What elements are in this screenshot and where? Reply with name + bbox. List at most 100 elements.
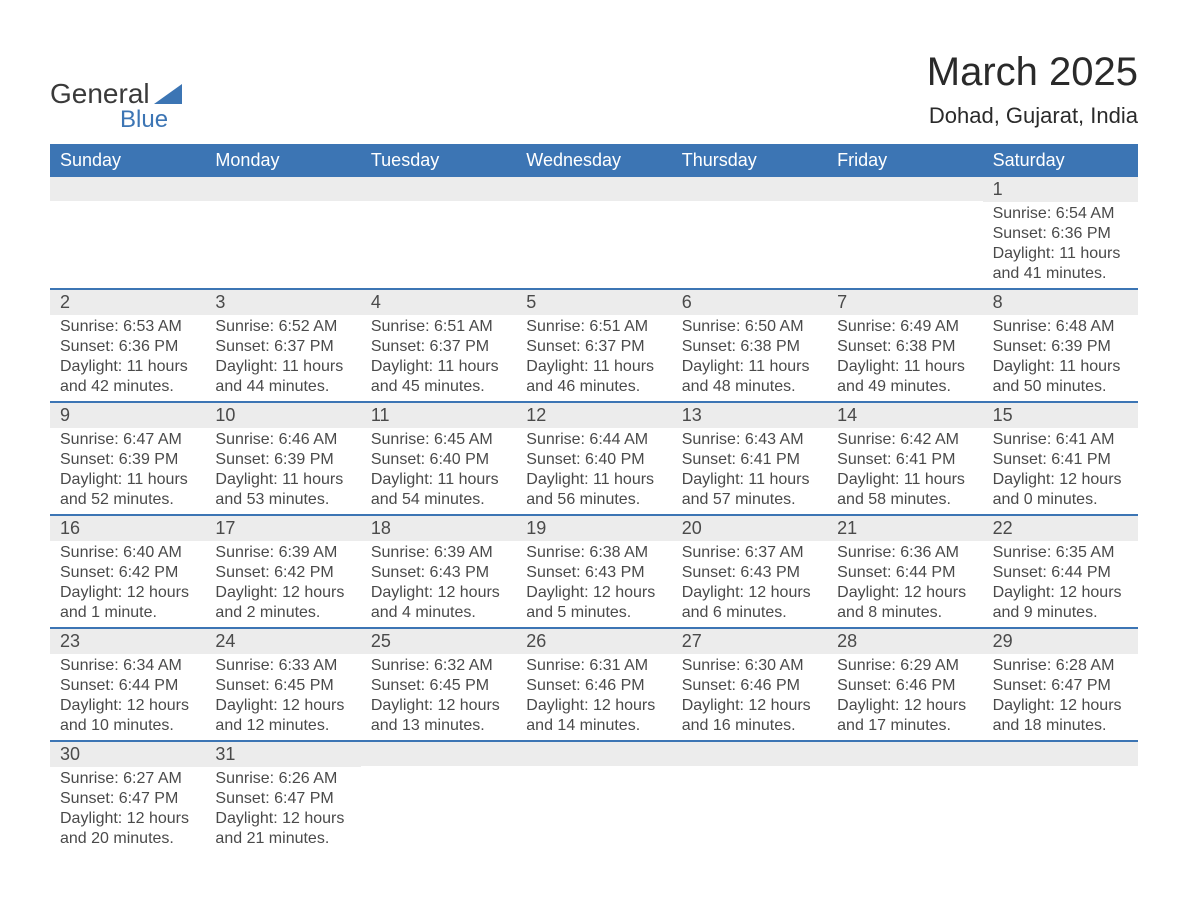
daylight-text: Daylight: 11 hours and 44 minutes. (215, 357, 350, 397)
daylight-text: Daylight: 11 hours and 50 minutes. (993, 357, 1128, 397)
daylight-text: Daylight: 12 hours and 12 minutes. (215, 696, 350, 736)
day-number (516, 742, 671, 766)
sunrise-text: Sunrise: 6:54 AM (993, 204, 1128, 224)
sunrise-text: Sunrise: 6:34 AM (60, 656, 195, 676)
day-number: 14 (827, 403, 982, 428)
day-cell: 10Sunrise: 6:46 AMSunset: 6:39 PMDayligh… (205, 403, 360, 514)
day-number: 31 (205, 742, 360, 767)
sunset-text: Sunset: 6:36 PM (993, 224, 1128, 244)
sunset-text: Sunset: 6:44 PM (60, 676, 195, 696)
sunset-text: Sunset: 6:47 PM (60, 789, 195, 809)
day-detail: Sunrise: 6:46 AMSunset: 6:39 PMDaylight:… (205, 428, 360, 514)
sunrise-text: Sunrise: 6:51 AM (526, 317, 661, 337)
sunset-text: Sunset: 6:46 PM (837, 676, 972, 696)
sunrise-text: Sunrise: 6:35 AM (993, 543, 1128, 563)
sunrise-text: Sunrise: 6:49 AM (837, 317, 972, 337)
daylight-text: Daylight: 12 hours and 5 minutes. (526, 583, 661, 623)
daylight-text: Daylight: 11 hours and 49 minutes. (837, 357, 972, 397)
day-number (50, 177, 205, 201)
daylight-text: Daylight: 11 hours and 46 minutes. (526, 357, 661, 397)
day-detail (361, 766, 516, 772)
day-number: 18 (361, 516, 516, 541)
day-number: 4 (361, 290, 516, 315)
day-number (205, 177, 360, 201)
daylight-text: Daylight: 12 hours and 21 minutes. (215, 809, 350, 849)
day-number: 7 (827, 290, 982, 315)
day-number: 28 (827, 629, 982, 654)
day-detail: Sunrise: 6:45 AMSunset: 6:40 PMDaylight:… (361, 428, 516, 514)
day-cell (672, 742, 827, 853)
weekday-sunday: Sunday (50, 144, 205, 177)
day-number: 6 (672, 290, 827, 315)
day-detail: Sunrise: 6:38 AMSunset: 6:43 PMDaylight:… (516, 541, 671, 627)
weeks-container: 1Sunrise: 6:54 AMSunset: 6:36 PMDaylight… (50, 177, 1138, 853)
sunrise-text: Sunrise: 6:28 AM (993, 656, 1128, 676)
day-detail: Sunrise: 6:41 AMSunset: 6:41 PMDaylight:… (983, 428, 1138, 514)
day-number: 20 (672, 516, 827, 541)
day-cell: 30Sunrise: 6:27 AMSunset: 6:47 PMDayligh… (50, 742, 205, 853)
day-detail: Sunrise: 6:28 AMSunset: 6:47 PMDaylight:… (983, 654, 1138, 740)
day-cell: 18Sunrise: 6:39 AMSunset: 6:43 PMDayligh… (361, 516, 516, 627)
day-cell: 24Sunrise: 6:33 AMSunset: 6:45 PMDayligh… (205, 629, 360, 740)
day-cell: 31Sunrise: 6:26 AMSunset: 6:47 PMDayligh… (205, 742, 360, 853)
day-cell: 15Sunrise: 6:41 AMSunset: 6:41 PMDayligh… (983, 403, 1138, 514)
day-cell: 8Sunrise: 6:48 AMSunset: 6:39 PMDaylight… (983, 290, 1138, 401)
daylight-text: Daylight: 12 hours and 10 minutes. (60, 696, 195, 736)
weekday-tuesday: Tuesday (361, 144, 516, 177)
sunrise-text: Sunrise: 6:42 AM (837, 430, 972, 450)
day-number: 15 (983, 403, 1138, 428)
sunrise-text: Sunrise: 6:27 AM (60, 769, 195, 789)
sunset-text: Sunset: 6:45 PM (215, 676, 350, 696)
day-cell: 25Sunrise: 6:32 AMSunset: 6:45 PMDayligh… (361, 629, 516, 740)
day-detail: Sunrise: 6:40 AMSunset: 6:42 PMDaylight:… (50, 541, 205, 627)
sunrise-text: Sunrise: 6:29 AM (837, 656, 972, 676)
daylight-text: Daylight: 12 hours and 6 minutes. (682, 583, 817, 623)
daylight-text: Daylight: 12 hours and 9 minutes. (993, 583, 1128, 623)
day-detail (516, 201, 671, 207)
day-number: 24 (205, 629, 360, 654)
page-subtitle: Dohad, Gujarat, India (927, 103, 1138, 129)
day-number: 16 (50, 516, 205, 541)
day-number: 19 (516, 516, 671, 541)
page-title: March 2025 (927, 50, 1138, 95)
day-cell: 1Sunrise: 6:54 AMSunset: 6:36 PMDaylight… (983, 177, 1138, 288)
day-cell: 23Sunrise: 6:34 AMSunset: 6:44 PMDayligh… (50, 629, 205, 740)
day-cell: 17Sunrise: 6:39 AMSunset: 6:42 PMDayligh… (205, 516, 360, 627)
day-number: 23 (50, 629, 205, 654)
day-number (361, 742, 516, 766)
day-number (672, 742, 827, 766)
daylight-text: Daylight: 12 hours and 1 minute. (60, 583, 195, 623)
sunrise-text: Sunrise: 6:48 AM (993, 317, 1128, 337)
logo-word2: Blue (120, 106, 182, 134)
day-number (672, 177, 827, 201)
day-detail: Sunrise: 6:36 AMSunset: 6:44 PMDaylight:… (827, 541, 982, 627)
day-cell: 13Sunrise: 6:43 AMSunset: 6:41 PMDayligh… (672, 403, 827, 514)
day-cell (983, 742, 1138, 853)
weekday-saturday: Saturday (983, 144, 1138, 177)
sunset-text: Sunset: 6:36 PM (60, 337, 195, 357)
day-cell: 19Sunrise: 6:38 AMSunset: 6:43 PMDayligh… (516, 516, 671, 627)
day-detail: Sunrise: 6:44 AMSunset: 6:40 PMDaylight:… (516, 428, 671, 514)
day-detail: Sunrise: 6:27 AMSunset: 6:47 PMDaylight:… (50, 767, 205, 853)
day-number: 10 (205, 403, 360, 428)
day-cell (50, 177, 205, 288)
sunset-text: Sunset: 6:47 PM (993, 676, 1128, 696)
weekday-wednesday: Wednesday (516, 144, 671, 177)
day-detail: Sunrise: 6:30 AMSunset: 6:46 PMDaylight:… (672, 654, 827, 740)
day-detail: Sunrise: 6:42 AMSunset: 6:41 PMDaylight:… (827, 428, 982, 514)
day-detail: Sunrise: 6:54 AMSunset: 6:36 PMDaylight:… (983, 202, 1138, 288)
day-number (983, 742, 1138, 766)
day-detail (205, 201, 360, 207)
sunset-text: Sunset: 6:39 PM (215, 450, 350, 470)
sunrise-text: Sunrise: 6:37 AM (682, 543, 817, 563)
day-number: 12 (516, 403, 671, 428)
week-row: 2Sunrise: 6:53 AMSunset: 6:36 PMDaylight… (50, 290, 1138, 403)
week-row: 30Sunrise: 6:27 AMSunset: 6:47 PMDayligh… (50, 742, 1138, 853)
day-detail: Sunrise: 6:37 AMSunset: 6:43 PMDaylight:… (672, 541, 827, 627)
weekday-friday: Friday (827, 144, 982, 177)
weekday-thursday: Thursday (672, 144, 827, 177)
day-detail (516, 766, 671, 772)
sunset-text: Sunset: 6:42 PM (60, 563, 195, 583)
day-cell: 29Sunrise: 6:28 AMSunset: 6:47 PMDayligh… (983, 629, 1138, 740)
sunrise-text: Sunrise: 6:51 AM (371, 317, 506, 337)
